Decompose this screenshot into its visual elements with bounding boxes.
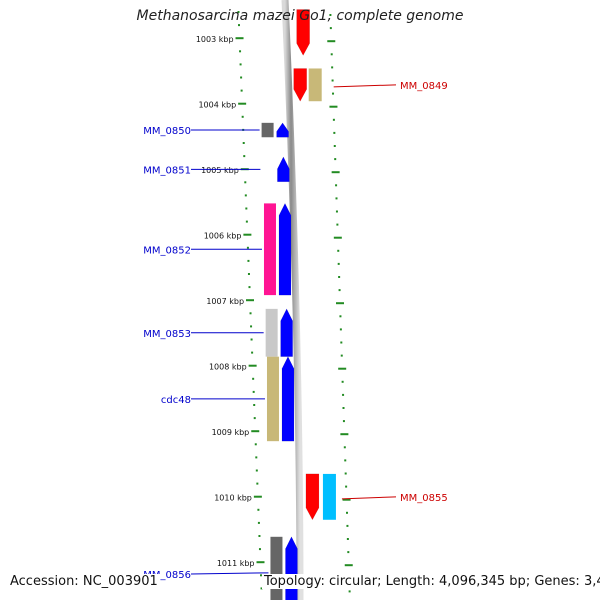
gene-feature xyxy=(322,473,336,520)
gene-feature xyxy=(270,536,283,600)
forward-orf-arrow xyxy=(277,156,290,183)
reverse-orf-arrow xyxy=(293,68,307,102)
reverse-orf-arrow xyxy=(305,473,320,521)
gene-label[interactable]: cdc48 xyxy=(161,395,191,406)
gene-feature xyxy=(263,203,276,296)
gene-feature xyxy=(266,356,279,442)
label-connector xyxy=(341,496,397,500)
label-connector xyxy=(190,572,269,575)
ruler-label: 1006 kbp xyxy=(204,232,242,241)
genome-backbone xyxy=(281,0,304,600)
forward-orf-arrow xyxy=(280,308,293,357)
gene-label[interactable]: MM_0850 xyxy=(143,126,191,137)
gene-label[interactable]: MM_0849 xyxy=(400,81,448,92)
ruler-label: 1007 kbp xyxy=(206,297,244,306)
reverse-orf-arrow xyxy=(296,9,310,56)
gene-label[interactable]: MM_0856 xyxy=(143,570,191,581)
genes-value: 3,434 xyxy=(583,574,600,589)
gene-label[interactable]: MM_0853 xyxy=(143,329,191,340)
gene-feature xyxy=(261,122,274,138)
ruler-label: 1005 kbp xyxy=(201,166,239,175)
ruler-label: 1010 kbp xyxy=(214,494,252,503)
genes-label: Genes: xyxy=(534,574,580,589)
genome-summary: Topology: circular; Length: 4,096,345 bp… xyxy=(262,574,600,589)
accession-label: Accession: xyxy=(10,574,79,589)
gene-label[interactable]: MM_0851 xyxy=(143,165,191,176)
forward-orf-arrow xyxy=(285,536,298,600)
gene-feature xyxy=(265,308,278,357)
genome-title: Methanosarcina mazei Go1, complete genom… xyxy=(136,8,464,24)
gene-label[interactable]: MM_0855 xyxy=(400,493,448,504)
length-value: 4,096,345 bp xyxy=(439,574,526,589)
gene-feature xyxy=(308,68,322,102)
forward-orf-arrow xyxy=(276,122,289,138)
length-label: Length: xyxy=(385,574,435,589)
forward-orf-arrow xyxy=(278,202,292,296)
ruler-label: 1009 kbp xyxy=(212,428,250,437)
accession-value: NC_003901 xyxy=(82,574,158,589)
ruler-label: 1008 kbp xyxy=(209,363,247,372)
topology-label: Topology: xyxy=(264,574,325,589)
ruler-label: 1003 kbp xyxy=(196,35,234,44)
ruler-label: 1011 kbp xyxy=(217,559,255,568)
label-connector xyxy=(333,84,397,88)
accession-caption: Accession: NC_003901 xyxy=(10,574,160,589)
ruler-label: 1004 kbp xyxy=(198,101,236,110)
forward-orf-arrow xyxy=(281,356,295,442)
topology-value: circular xyxy=(328,574,378,589)
gene-label[interactable]: MM_0852 xyxy=(143,245,191,256)
